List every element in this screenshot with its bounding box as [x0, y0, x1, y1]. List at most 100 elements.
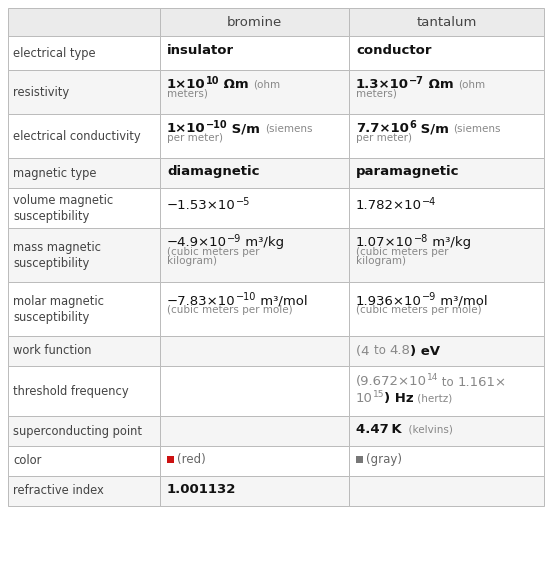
Text: 15: 15 — [373, 390, 384, 399]
Text: to: to — [374, 344, 389, 357]
Text: per meter): per meter) — [167, 133, 223, 143]
Text: ) Hz: ) Hz — [384, 392, 414, 405]
Text: (cubic meters per: (cubic meters per — [356, 247, 448, 257]
Bar — [160, 188, 349, 228]
Bar — [8, 476, 160, 506]
Bar — [167, 456, 174, 463]
Bar — [8, 228, 160, 282]
Bar — [160, 228, 349, 282]
Text: electrical conductivity: electrical conductivity — [13, 130, 141, 142]
Bar — [8, 366, 160, 416]
Text: −9: −9 — [227, 234, 241, 244]
Bar — [8, 416, 160, 446]
Text: (cubic meters per mole): (cubic meters per mole) — [167, 305, 293, 315]
Text: 1.001132: 1.001132 — [167, 483, 236, 496]
Text: bromine: bromine — [227, 15, 282, 28]
Text: 1.07×10: 1.07×10 — [356, 236, 413, 249]
Text: (gray): (gray) — [366, 453, 402, 465]
Text: ) eV: ) eV — [410, 344, 440, 357]
Text: −7.83×10: −7.83×10 — [167, 295, 236, 308]
Text: −10: −10 — [236, 292, 256, 302]
Bar — [8, 158, 160, 188]
Text: (siemens: (siemens — [453, 124, 501, 134]
Bar — [8, 114, 160, 158]
Text: superconducting point: superconducting point — [13, 424, 142, 438]
Text: −9: −9 — [422, 292, 436, 302]
Text: per meter): per meter) — [356, 133, 412, 143]
Text: 1.936×10: 1.936×10 — [356, 295, 422, 308]
Text: conductor: conductor — [356, 44, 431, 57]
Bar — [160, 114, 349, 158]
Text: S/m: S/m — [227, 122, 265, 135]
Bar — [160, 70, 349, 114]
Text: (ohm: (ohm — [253, 80, 281, 90]
Text: (hertz): (hertz) — [414, 394, 452, 403]
Text: −7: −7 — [409, 76, 424, 86]
Text: volume magnetic
susceptibility: volume magnetic susceptibility — [13, 193, 113, 222]
Bar — [349, 158, 544, 188]
Text: insulator: insulator — [167, 44, 234, 57]
Text: −1.53×10: −1.53×10 — [167, 199, 236, 212]
Bar — [8, 446, 160, 476]
Text: −8: −8 — [413, 234, 428, 244]
Text: 10: 10 — [356, 392, 373, 405]
Text: S/m: S/m — [416, 122, 453, 135]
Bar — [349, 476, 544, 506]
Bar — [160, 416, 349, 446]
Text: 10: 10 — [206, 76, 219, 86]
Text: −4: −4 — [422, 197, 436, 207]
Text: (cubic meters per mole): (cubic meters per mole) — [356, 305, 482, 315]
Text: (kelvins): (kelvins) — [402, 424, 453, 434]
Text: threshold frequency: threshold frequency — [13, 385, 129, 398]
Bar — [160, 366, 349, 416]
Bar — [349, 188, 544, 228]
Text: m³/mol: m³/mol — [436, 295, 488, 308]
Text: (cubic meters per: (cubic meters per — [167, 247, 259, 257]
Text: −10: −10 — [206, 120, 227, 130]
Text: m³/mol: m³/mol — [256, 295, 307, 308]
Bar — [349, 366, 544, 416]
Bar — [349, 446, 544, 476]
Text: (4: (4 — [356, 344, 374, 357]
Text: m³/kg: m³/kg — [241, 236, 284, 249]
Text: kilogram): kilogram) — [356, 255, 406, 266]
Bar — [8, 282, 160, 336]
Bar — [8, 336, 160, 366]
Text: 4.8: 4.8 — [389, 344, 410, 357]
Bar — [349, 114, 544, 158]
Text: resistivity: resistivity — [13, 85, 69, 98]
Bar — [160, 36, 349, 70]
Bar — [349, 282, 544, 336]
Text: −5: −5 — [236, 197, 250, 207]
Text: magnetic type: magnetic type — [13, 167, 97, 179]
Bar — [8, 8, 160, 36]
Bar — [349, 36, 544, 70]
Text: to: to — [438, 376, 458, 389]
Text: color: color — [13, 455, 41, 468]
Bar — [160, 282, 349, 336]
Bar — [356, 456, 363, 463]
Bar — [8, 36, 160, 70]
Text: 14: 14 — [427, 373, 438, 382]
Bar — [349, 228, 544, 282]
Bar — [8, 188, 160, 228]
Bar — [349, 336, 544, 366]
Text: −4.9×10: −4.9×10 — [167, 236, 227, 249]
Text: (9.672×10: (9.672×10 — [356, 376, 427, 389]
Text: molar magnetic
susceptibility: molar magnetic susceptibility — [13, 295, 104, 324]
Text: diamagnetic: diamagnetic — [167, 164, 259, 178]
Text: work function: work function — [13, 344, 92, 357]
Bar — [160, 8, 349, 36]
Text: kilogram): kilogram) — [167, 255, 217, 266]
Bar — [160, 336, 349, 366]
Text: m³/kg: m³/kg — [428, 236, 471, 249]
Text: (red): (red) — [177, 453, 206, 465]
Text: Ωm: Ωm — [219, 79, 253, 92]
Text: 1×10: 1×10 — [167, 79, 206, 92]
Bar — [349, 416, 544, 446]
Text: 1×10: 1×10 — [167, 122, 206, 135]
Text: mass magnetic
susceptibility: mass magnetic susceptibility — [13, 241, 101, 270]
Text: meters): meters) — [356, 89, 397, 99]
Bar — [160, 446, 349, 476]
Bar — [160, 158, 349, 188]
